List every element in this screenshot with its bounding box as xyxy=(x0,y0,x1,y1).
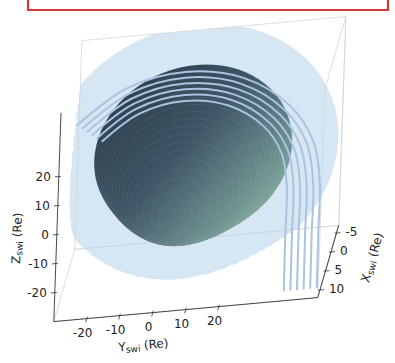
tick-label: -20 xyxy=(27,286,47,300)
tick xyxy=(53,234,59,236)
tick xyxy=(335,232,341,234)
tick-label: 20 xyxy=(207,314,222,328)
field-line xyxy=(88,83,307,289)
field-line xyxy=(102,100,287,290)
tick xyxy=(119,314,121,320)
surface-ring xyxy=(143,179,211,239)
axis-line xyxy=(54,113,61,322)
surface-ring xyxy=(126,150,234,245)
surface-ring xyxy=(112,119,256,246)
tick-label: 20 xyxy=(36,170,51,184)
tick-label: -10 xyxy=(28,257,48,271)
surface-ring xyxy=(115,126,251,246)
tick xyxy=(324,270,330,272)
tick xyxy=(54,205,60,207)
axis-title-sub: swi xyxy=(125,344,140,355)
frame xyxy=(28,0,388,10)
field-line xyxy=(92,89,300,289)
tick-label: -5 xyxy=(345,225,357,239)
field-line xyxy=(97,95,293,290)
panes xyxy=(54,17,346,322)
axis-title-sub: swi xyxy=(14,241,24,256)
surface-ring xyxy=(110,111,262,245)
y-axis: -20 -10 0 10 20 Yswi (Re) xyxy=(54,298,318,356)
surface-ring xyxy=(131,159,227,244)
marks xyxy=(69,26,338,290)
tick xyxy=(318,289,324,291)
axis-title-unit: (Re) xyxy=(10,212,25,241)
tick-label: 10 xyxy=(174,317,189,331)
surface-ring xyxy=(136,168,219,241)
tick xyxy=(55,176,61,178)
field-line xyxy=(78,71,320,287)
z-axis: -20 -10 0 10 20 Zswi (Re) xyxy=(9,113,61,322)
tick-label: -10 xyxy=(106,323,126,337)
tick-label: 0 xyxy=(41,228,49,242)
tick-label: 0 xyxy=(145,320,153,334)
surface-ring xyxy=(158,200,192,230)
field-line xyxy=(83,77,314,288)
axis-title: Xswi (Re) xyxy=(358,231,387,284)
tick xyxy=(152,311,154,317)
tick-label: 0 xyxy=(340,244,348,258)
tick-label: 10 xyxy=(35,199,50,213)
tick xyxy=(51,292,57,294)
tick xyxy=(185,308,187,314)
chart-svg: -5 0 5 10 Xswi (Re) -20 -10 0 10 20 Yswi (Re) -20 -1… xyxy=(0,0,395,363)
axis-title: Yswi (Re) xyxy=(117,336,169,356)
tick xyxy=(329,251,335,253)
surface-ring xyxy=(122,142,239,246)
tick xyxy=(218,305,220,311)
axis-title-unit: (Re) xyxy=(365,231,386,262)
tick-label: -20 xyxy=(73,326,93,340)
x-axis: -5 0 5 10 Xswi (Re) xyxy=(318,225,387,297)
surface-ring xyxy=(119,134,246,247)
tick-label: 10 xyxy=(329,282,344,296)
tick-label: 5 xyxy=(334,263,342,277)
axis-title-unit: (Re) xyxy=(139,336,169,353)
tick xyxy=(86,317,88,323)
axis-title: Zswi (Re) xyxy=(9,212,26,264)
surface-ring xyxy=(152,191,200,234)
chart-container: -5 0 5 10 Xswi (Re) -20 -10 0 10 20 Yswi (Re) -20 -1… xyxy=(0,0,395,363)
surface xyxy=(94,64,292,246)
tick xyxy=(52,263,58,265)
